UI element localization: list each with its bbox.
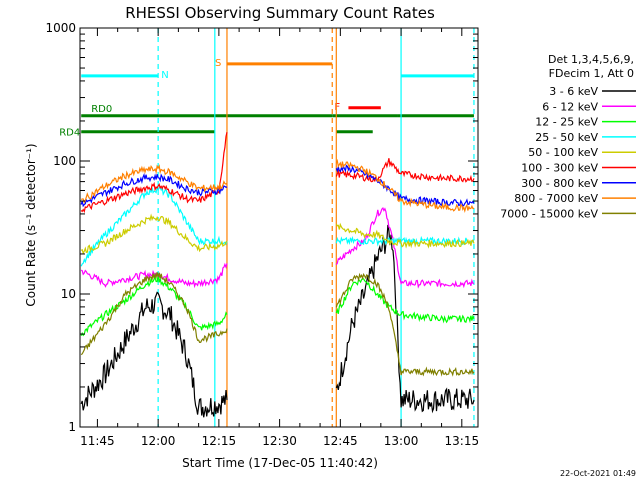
legend-label-6: 300 - 800 keV — [521, 177, 598, 190]
x-tick-label-4: 12:45 — [323, 434, 358, 448]
series-layer — [80, 131, 475, 418]
legend-label-8: 7000 - 15000 keV — [500, 207, 598, 220]
chart-title: RHESSI Observing Summary Count Rates — [125, 4, 435, 22]
series-line-4-seg-0 — [80, 213, 228, 255]
series-line-6-seg-0 — [80, 172, 228, 208]
series-line-0-seg-1 — [335, 224, 475, 414]
legend-header-1: Det 1,3,4,5,6,9, — [548, 53, 634, 66]
flags-layer: N S F RD0 RD4 — [59, 58, 474, 139]
series-line-3-seg-0 — [80, 185, 228, 267]
legend-label-5: 100 - 300 keV — [521, 162, 598, 175]
series-line-2-seg-0 — [80, 275, 228, 337]
flag-label-s: S — [215, 58, 221, 69]
y-axis-label: Count Rate (s⁻¹ detector⁻¹) — [24, 143, 38, 306]
series-line-5-seg-1 — [335, 158, 475, 183]
series-line-7-seg-0 — [80, 164, 228, 204]
legend-label-1: 6 - 12 keV — [542, 100, 598, 113]
flag-label-rd4: RD4 — [59, 128, 80, 139]
x-tick-label-5: 13:00 — [384, 434, 419, 448]
x-tick-label-0: 11:45 — [80, 434, 115, 448]
series-line-1-seg-0 — [80, 262, 228, 289]
y-tick-label-2: 100 — [53, 154, 76, 168]
series-line-6-seg-1 — [335, 164, 475, 207]
legend-header-2: FDecim 1, Att 0 — [549, 67, 634, 80]
plot-frame — [79, 27, 479, 428]
axes-layer: 1 10 100 1000 11:45 12:00 12:15 12:30 12:45 13:00… — [45, 21, 479, 448]
x-tick-label-6: 13:15 — [445, 434, 480, 448]
legend-label-7: 800 - 7000 keV — [514, 192, 598, 205]
legend-label-3: 25 - 50 keV — [535, 131, 598, 144]
x-tick-label-2: 12:15 — [202, 434, 237, 448]
footer-timestamp: 22-Oct-2021 01:49 — [560, 469, 636, 478]
series-line-4-seg-1 — [335, 222, 475, 249]
series-line-2-seg-1 — [335, 277, 475, 324]
series-line-5-seg-0 — [80, 131, 228, 214]
flag-label-n: N — [161, 70, 168, 81]
series-line-8-seg-0 — [80, 272, 228, 356]
series-line-7-seg-1 — [335, 158, 475, 213]
legend: Det 1,3,4,5,6,9, FDecim 1, Att 0 3 - 6 k… — [500, 53, 636, 220]
series-line-8-seg-1 — [335, 272, 475, 377]
legend-label-0: 3 - 6 keV — [549, 85, 598, 98]
flag-label-f: F — [334, 102, 340, 113]
x-tick-label-3: 12:30 — [262, 434, 297, 448]
flag-label-rd0: RD0 — [91, 104, 112, 115]
y-tick-label-0: 1 — [68, 420, 76, 434]
vlines-layer — [157, 28, 475, 427]
x-axis-label: Start Time (17-Dec-05 11:40:42) — [182, 456, 378, 470]
series-line-0-seg-0 — [80, 291, 228, 418]
y-tick-label-1: 10 — [61, 287, 76, 301]
legend-label-4: 50 - 100 keV — [528, 146, 598, 159]
y-tick-label-3: 1000 — [45, 21, 76, 35]
legend-label-2: 12 - 25 keV — [535, 116, 598, 129]
x-tick-label-1: 12:00 — [141, 434, 176, 448]
series-line-1-seg-1 — [335, 207, 475, 289]
